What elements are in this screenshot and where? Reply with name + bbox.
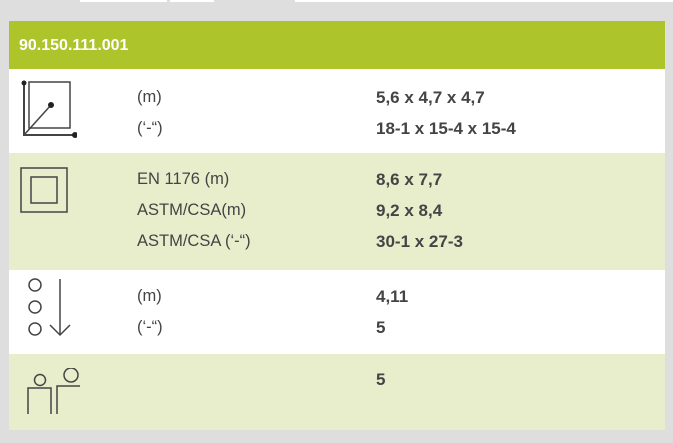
safety-area-square-icon (20, 167, 68, 213)
value: 4,11 (376, 287, 409, 306)
unit-label: (‘-“) (137, 119, 163, 137)
tab[interactable] (80, 0, 167, 2)
value: 5,6 x 4,7 x 4,7 (376, 88, 485, 107)
norm-label: ASTM/CSA(m) (137, 201, 247, 219)
unit-label: (m) (137, 88, 162, 106)
users-capacity-icon (27, 368, 80, 414)
product-code: 90.150.111.001 (9, 21, 665, 69)
value: 5 (376, 370, 386, 389)
dimensions-cube-icon (21, 80, 77, 138)
dimensions-row: (m) (‘-“) 5,6 x 4,7 x 4,7 18-1 x 15-4 x … (9, 69, 665, 153)
value: 9,2 x 8,4 (376, 201, 443, 220)
unit-label: (‘-“) (137, 318, 163, 336)
safety-area-row: EN 1176 (m) ASTM/CSA(m) ASTM/CSA (‘-“) 8… (9, 153, 665, 270)
top-tabs (0, 0, 673, 3)
value: 8,6 x 7,7 (376, 170, 443, 189)
unit-label: (m) (137, 287, 162, 305)
fall-height-row: (m) (‘-“) 4,11 5 (9, 270, 665, 354)
norm-label: EN 1176 (m) (137, 170, 230, 188)
fall-height-icon (28, 278, 71, 337)
norm-label: ASTM/CSA (‘-“) (137, 232, 251, 250)
value: 18-1 x 15-4 x 15-4 (376, 119, 516, 138)
value: 30-1 x 27-3 (376, 232, 463, 251)
tab[interactable] (170, 0, 214, 2)
product-spec-table: 90.150.111.001 (m) (‘-“) 5,6 x 4,7 x 4,7… (9, 21, 665, 430)
tab[interactable] (295, 0, 673, 2)
users-row: 5 (9, 354, 665, 430)
value: 5 (376, 318, 386, 337)
